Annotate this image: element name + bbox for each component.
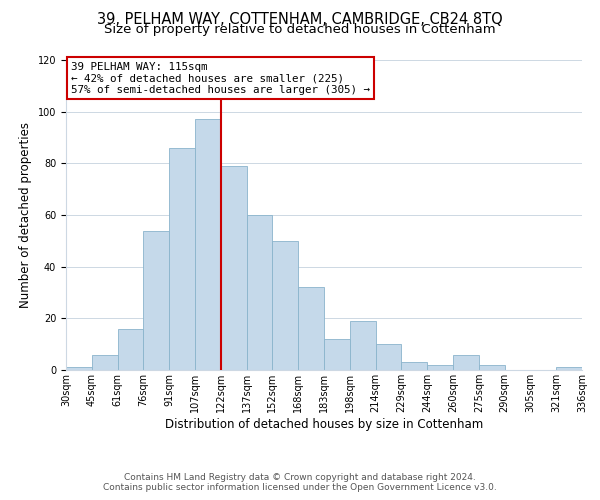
Bar [143, 230, 169, 370]
Bar [401, 362, 427, 370]
Bar [298, 288, 324, 370]
Bar [453, 354, 479, 370]
Bar [427, 365, 453, 370]
Text: 39 PELHAM WAY: 115sqm
← 42% of detached houses are smaller (225)
57% of semi-det: 39 PELHAM WAY: 115sqm ← 42% of detached … [71, 62, 370, 95]
Bar [195, 120, 221, 370]
Bar [324, 339, 350, 370]
Bar [479, 365, 505, 370]
X-axis label: Distribution of detached houses by size in Cottenham: Distribution of detached houses by size … [165, 418, 483, 431]
Bar [169, 148, 195, 370]
Text: 39, PELHAM WAY, COTTENHAM, CAMBRIDGE, CB24 8TQ: 39, PELHAM WAY, COTTENHAM, CAMBRIDGE, CB… [97, 12, 503, 28]
Bar [92, 354, 118, 370]
Y-axis label: Number of detached properties: Number of detached properties [19, 122, 32, 308]
Text: Contains HM Land Registry data © Crown copyright and database right 2024.
Contai: Contains HM Land Registry data © Crown c… [103, 473, 497, 492]
Bar [66, 368, 92, 370]
Bar [376, 344, 401, 370]
Bar [247, 215, 272, 370]
Bar [350, 321, 376, 370]
Bar [221, 166, 247, 370]
Bar [118, 328, 143, 370]
Bar [272, 241, 298, 370]
Bar [556, 368, 582, 370]
Text: Size of property relative to detached houses in Cottenham: Size of property relative to detached ho… [104, 22, 496, 36]
